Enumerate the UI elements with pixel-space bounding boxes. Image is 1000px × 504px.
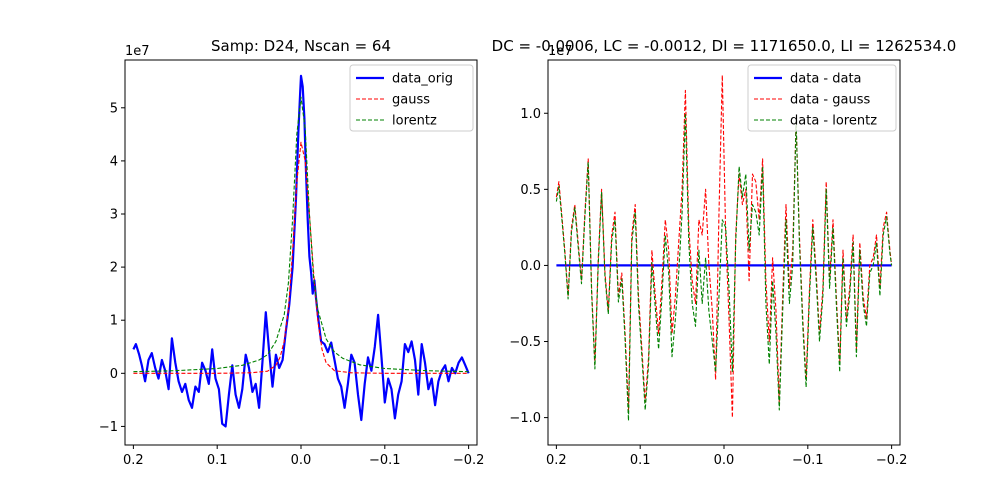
axes-1: 0.2 0.1 0.0 −0.1 −0.2 −1 0 1 2 3 4 5 1e7 Samp: D24, N… xyxy=(99,37,485,468)
chart-title: Samp: D24, Nscan = 64 xyxy=(211,37,391,55)
y-tick-label: 3 xyxy=(110,208,118,223)
series-group xyxy=(555,74,893,422)
y-tick-label: −1.0 xyxy=(509,411,541,426)
y-tick-label: 2 xyxy=(110,261,118,276)
x-tick-label: 0.1 xyxy=(630,453,651,468)
y-tick-label: 0 xyxy=(110,367,118,382)
x-tick-label: 0.2 xyxy=(546,453,567,468)
chart-title: DC = -0.0006, LC = -0.0012, DI = 1171650… xyxy=(492,37,957,55)
y-offset-text: 1e7 xyxy=(125,44,150,59)
x-tick-label: 0.1 xyxy=(207,453,228,468)
series-line-data-orig xyxy=(132,74,470,428)
y-tick-label: 0.0 xyxy=(520,259,541,274)
series-line-data-lorentz xyxy=(555,112,893,422)
y-offset-text: 1e7 xyxy=(548,44,573,59)
axes-2: 0.2 0.1 0.0 −0.1 −0.2 −1.0 −0.5 0.0 0.5 1.0 1e7DC … xyxy=(492,37,957,468)
x-tick-label: 0.0 xyxy=(714,453,735,468)
legend-label: data - gauss xyxy=(790,93,870,108)
legend-label: lorentz xyxy=(392,114,437,129)
x-tick-label: 0.0 xyxy=(291,453,312,468)
y-tick-label: 1 xyxy=(110,314,118,329)
y-tick-label: 0.5 xyxy=(520,183,541,198)
x-tick-label: −0.1 xyxy=(792,453,824,468)
legend-label: data_orig xyxy=(392,72,453,87)
y-tick-label: −0.5 xyxy=(509,335,541,350)
legend-label: gauss xyxy=(392,93,430,108)
series-line-lorentz xyxy=(133,96,469,373)
y-tick-label: 5 xyxy=(110,101,118,116)
y-tick-label: −1 xyxy=(99,420,118,435)
series-group xyxy=(132,74,470,428)
x-tick-label: −0.1 xyxy=(369,453,401,468)
legend-label: data - lorentz xyxy=(790,114,877,129)
legend: data - data data - gauss data - lorentz xyxy=(747,64,897,132)
legend-label: data - data xyxy=(790,72,862,87)
x-tick-label: −0.2 xyxy=(453,453,485,468)
x-tick-label: −0.2 xyxy=(876,453,908,468)
legend-box xyxy=(349,64,474,132)
series-line-gauss xyxy=(133,141,469,374)
legend-box xyxy=(747,64,897,132)
x-tick-label: 0.2 xyxy=(123,453,144,468)
y-tick-label: 4 xyxy=(110,154,118,169)
y-tick-label: 1.0 xyxy=(520,107,541,122)
